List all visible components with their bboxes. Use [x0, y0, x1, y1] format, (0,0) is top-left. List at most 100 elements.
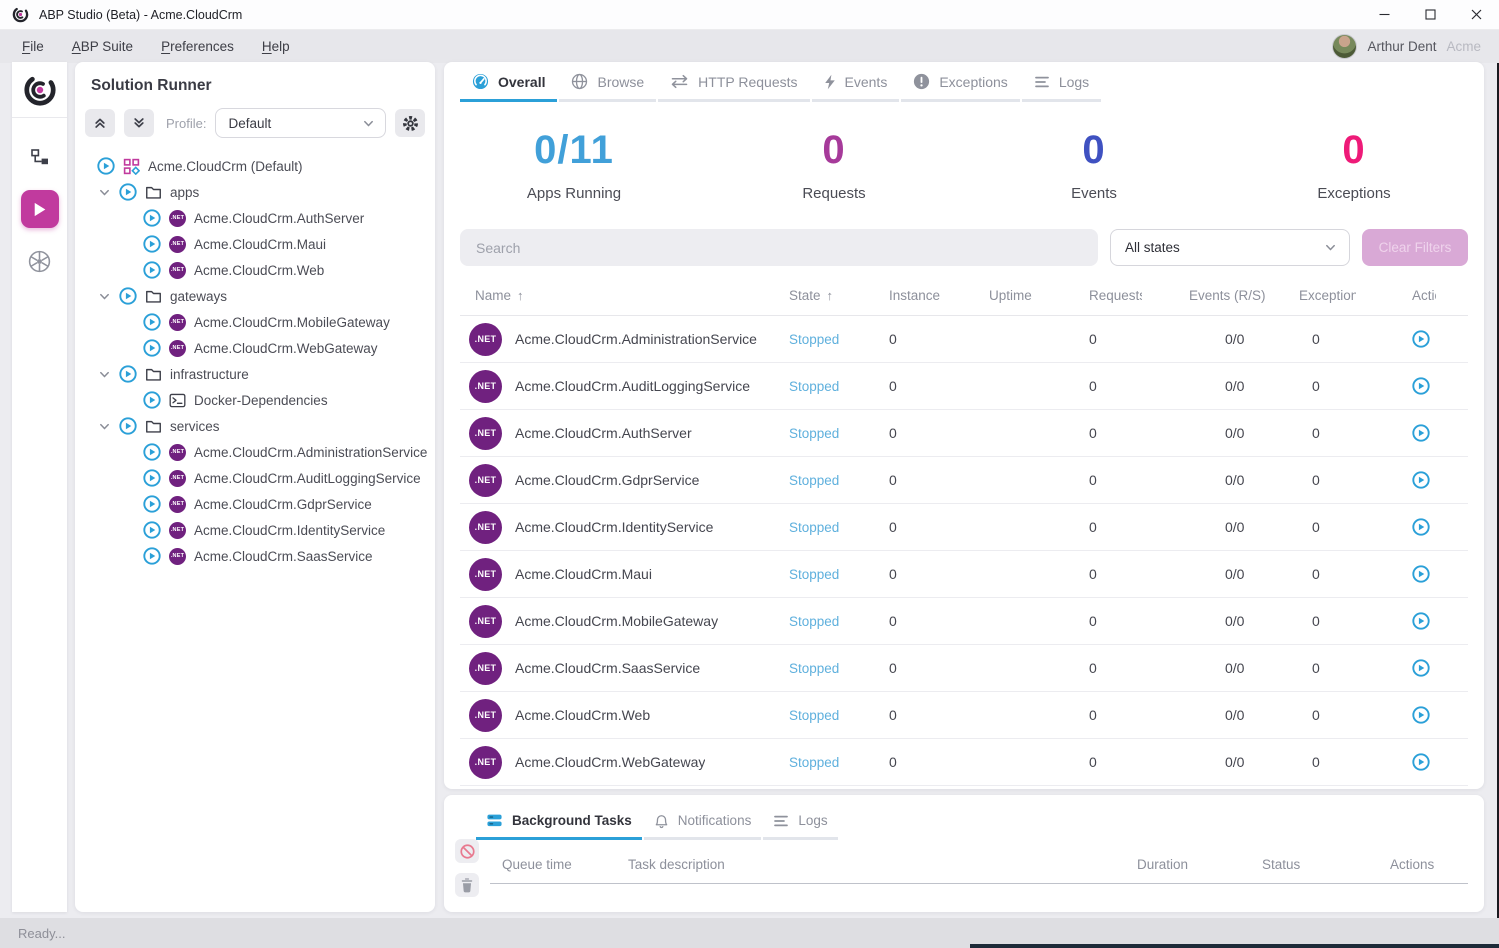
table-row[interactable]: .NET Acme.CloudCrm.MobileGateway Stopped…: [460, 598, 1468, 645]
play-icon[interactable]: [143, 443, 161, 461]
play-icon[interactable]: [97, 157, 115, 175]
tree-item[interactable]: services: [75, 413, 435, 439]
play-icon[interactable]: [119, 287, 137, 305]
play-icon[interactable]: [143, 469, 161, 487]
tree-item[interactable]: infrastructure: [75, 361, 435, 387]
tree-item[interactable]: .NET Acme.CloudCrm.WebGateway: [75, 335, 435, 361]
column-header-actions[interactable]: Actions: [1412, 288, 1436, 303]
tree-item[interactable]: .NET Acme.CloudCrm.SaasService: [75, 543, 435, 569]
state-filter-value: All states: [1125, 240, 1180, 255]
table-row[interactable]: .NET Acme.CloudCrm.Maui Stopped 0 0 0/0 …: [460, 551, 1468, 598]
menu-item-abp-suite[interactable]: ABP Suite: [71, 39, 134, 54]
table-header: Name ↑ State ↑ Instance Uptime: [460, 280, 1468, 316]
table-row[interactable]: .NET Acme.CloudCrm.SaasService Stopped 0…: [460, 645, 1468, 692]
play-icon[interactable]: [143, 547, 161, 565]
play-icon[interactable]: [143, 521, 161, 539]
run-app-button[interactable]: [1412, 424, 1430, 442]
play-icon[interactable]: [143, 313, 161, 331]
tree-item[interactable]: .NET Acme.CloudCrm.MobileGateway: [75, 309, 435, 335]
tab-logs[interactable]: Logs: [1021, 62, 1102, 102]
state-filter-select[interactable]: All states: [1110, 229, 1350, 266]
rail-item-solution-runner[interactable]: [20, 190, 59, 228]
profile-select[interactable]: Default: [215, 108, 386, 138]
play-icon[interactable]: [143, 235, 161, 253]
column-header-requests[interactable]: Requests: [1089, 288, 1142, 303]
chevron-down-icon[interactable]: [98, 186, 111, 199]
menu-item-help[interactable]: Help: [261, 39, 290, 54]
run-app-button[interactable]: [1412, 659, 1430, 677]
table-row[interactable]: .NET Acme.CloudCrm.Web Stopped 0 0 0/0 0: [460, 692, 1468, 739]
tab-background-tasks[interactable]: Background Tasks: [476, 803, 642, 840]
play-icon[interactable]: [143, 391, 161, 409]
profile-label: Profile:: [166, 115, 207, 131]
tree-item[interactable]: Acme.CloudCrm (Default): [75, 153, 435, 179]
play-icon[interactable]: [143, 209, 161, 227]
table-row[interactable]: .NET Acme.CloudCrm.AuthServer Stopped 0 …: [460, 410, 1468, 457]
column-header-state[interactable]: State ↑: [789, 288, 834, 303]
chevron-down-icon[interactable]: [98, 368, 111, 381]
run-app-button[interactable]: [1412, 471, 1430, 489]
tree-item[interactable]: apps: [75, 179, 435, 205]
tree-item[interactable]: .NET Acme.CloudCrm.AuditLoggingService: [75, 465, 435, 491]
avatar[interactable]: [1332, 34, 1358, 59]
search-input[interactable]: [460, 229, 1098, 266]
tree-item[interactable]: .NET Acme.CloudCrm.AdministrationService: [75, 439, 435, 465]
tasks-column-header: Queue time: [502, 857, 572, 872]
window-maximize[interactable]: [1407, 0, 1453, 29]
chevron-down-icon[interactable]: [98, 420, 111, 433]
profile-settings-button[interactable]: [395, 109, 425, 137]
tree-item[interactable]: gateways: [75, 283, 435, 309]
chevron-down-icon[interactable]: [98, 290, 111, 303]
tasks-table-header: Queue time Task description Duration Sta…: [490, 850, 1468, 884]
tree-item[interactable]: .NET Acme.CloudCrm.GdprService: [75, 491, 435, 517]
run-app-button[interactable]: [1412, 612, 1430, 630]
play-icon[interactable]: [143, 339, 161, 357]
toolbar-clear-tasks[interactable]: [455, 873, 479, 897]
collapse-all-button[interactable]: [85, 109, 115, 137]
play-icon[interactable]: [143, 261, 161, 279]
tab-http-requests[interactable]: HTTP Requests: [658, 62, 810, 102]
run-app-button[interactable]: [1412, 330, 1430, 348]
toolbar-cancel-tasks[interactable]: [455, 839, 479, 863]
table-row[interactable]: .NET Acme.CloudCrm.WebGateway Stopped 0 …: [460, 739, 1468, 786]
column-header-instance[interactable]: Instance: [889, 288, 941, 303]
events-count: 0/0: [1225, 331, 1245, 347]
menu-item-preferences[interactable]: Preferences: [161, 39, 234, 54]
tab-browse[interactable]: Browse: [559, 62, 657, 102]
window-close[interactable]: [1453, 0, 1499, 29]
tab-logs[interactable]: Logs: [763, 803, 838, 840]
user-chip[interactable]: Arthur Dent Acme: [1332, 34, 1481, 59]
window-minimize[interactable]: [1361, 0, 1407, 29]
tab-notifications[interactable]: Notifications: [643, 803, 762, 840]
tree-item[interactable]: .NET Acme.CloudCrm.IdentityService: [75, 517, 435, 543]
run-app-button[interactable]: [1412, 377, 1430, 395]
table-row[interactable]: .NET Acme.CloudCrm.IdentityService Stopp…: [460, 504, 1468, 551]
play-icon[interactable]: [119, 183, 137, 201]
expand-all-button[interactable]: [124, 109, 154, 137]
run-app-button[interactable]: [1412, 753, 1430, 771]
tab-overall[interactable]: Overall: [460, 62, 558, 102]
play-icon[interactable]: [143, 495, 161, 513]
column-header-events[interactable]: Events (R/S): [1189, 288, 1266, 303]
table-row[interactable]: .NET Acme.CloudCrm.AdministrationService…: [460, 316, 1468, 363]
rail-item-kubernetes[interactable]: [21, 244, 59, 278]
tree-item[interactable]: .NET Acme.CloudCrm.Maui: [75, 231, 435, 257]
table-row[interactable]: .NET Acme.CloudCrm.GdprService Stopped 0…: [460, 457, 1468, 504]
run-app-button[interactable]: [1412, 565, 1430, 583]
column-header-uptime[interactable]: Uptime: [989, 288, 1032, 303]
tab-events[interactable]: Events: [811, 62, 900, 102]
clear-filters-button[interactable]: Clear Filters: [1362, 229, 1468, 266]
column-header-exception[interactable]: Exception: [1299, 288, 1356, 303]
tree-item[interactable]: .NET Acme.CloudCrm.AuthServer: [75, 205, 435, 231]
tab-exceptions[interactable]: Exceptions: [901, 62, 1020, 102]
play-icon[interactable]: [119, 417, 137, 435]
column-header-name[interactable]: Name ↑: [475, 288, 524, 303]
rail-item-solution-explorer[interactable]: [21, 140, 59, 174]
run-app-button[interactable]: [1412, 518, 1430, 536]
tree-item[interactable]: Docker-Dependencies: [75, 387, 435, 413]
table-row[interactable]: .NET Acme.CloudCrm.AuditLoggingService S…: [460, 363, 1468, 410]
run-app-button[interactable]: [1412, 706, 1430, 724]
tree-item[interactable]: .NET Acme.CloudCrm.Web: [75, 257, 435, 283]
play-icon[interactable]: [119, 365, 137, 383]
menu-item-file[interactable]: File: [22, 39, 44, 54]
